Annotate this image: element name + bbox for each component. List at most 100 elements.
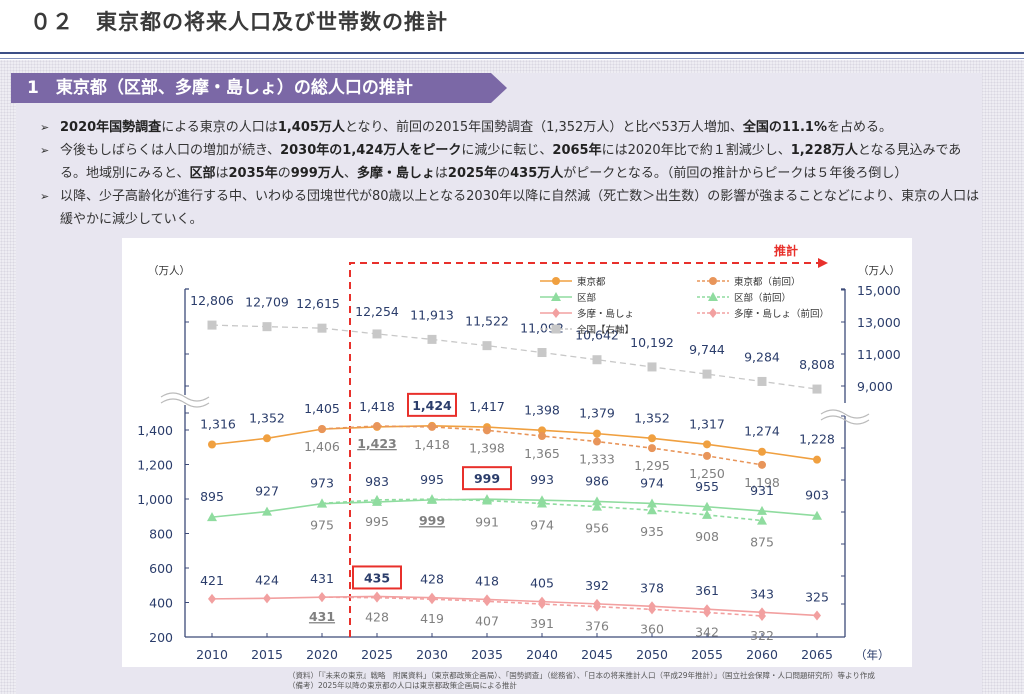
bullet-text: の bbox=[497, 166, 511, 181]
bullet-text: に減少に転じ、 bbox=[461, 143, 553, 158]
data-label-tama: 392 bbox=[585, 578, 609, 593]
legend-swatch-marker bbox=[709, 277, 717, 285]
bullet-emphasis: 2030年の1,424万人をピーク bbox=[280, 143, 462, 158]
data-label-national: 12,615 bbox=[296, 296, 340, 311]
left-axis-tick-label: 1,200 bbox=[137, 458, 173, 473]
left-axis-tick-label: 800 bbox=[149, 527, 173, 542]
data-label-ku: 955 bbox=[695, 479, 719, 494]
footnotes: （資料）「『未来の東京』戦略 附属資料」（東京都政策企画局）、「国勢調査」（総務… bbox=[288, 671, 875, 691]
bullet-item: ➢ 以降、少子高齢化が進行する中、いわゆる団塊世代が80歳以上となる2030年以降… bbox=[40, 185, 980, 231]
data-label-national: 12,254 bbox=[355, 304, 399, 319]
data-label-tama_prev: 407 bbox=[475, 613, 499, 628]
bullet-emphasis: 全国の11.1% bbox=[742, 120, 827, 135]
data-label-tokyo: 1,424 bbox=[412, 398, 452, 413]
data-label-tama: 424 bbox=[255, 572, 279, 587]
left-axis-tick-label: 600 bbox=[149, 561, 173, 576]
data-point-national bbox=[317, 323, 327, 333]
data-point-tama bbox=[263, 593, 271, 604]
bullet-text: には2020年比で約１割減少し、 bbox=[601, 143, 791, 158]
data-label-tokyo: 1,316 bbox=[200, 416, 236, 431]
left-axis-tick-label: 200 bbox=[149, 630, 173, 645]
data-label-ku_prev: 999 bbox=[419, 513, 445, 528]
series-line-ku bbox=[211, 498, 818, 518]
data-label-national: 10,642 bbox=[575, 328, 619, 343]
data-point-tokyo_prev bbox=[648, 444, 656, 453]
bullet-text: 、 bbox=[343, 166, 357, 181]
data-label-ku: 993 bbox=[530, 472, 554, 487]
data-point-ku_prev bbox=[592, 501, 602, 511]
data-label-tama_prev: 431 bbox=[309, 609, 335, 624]
data-point-tokyo_prev bbox=[538, 432, 546, 441]
series-line-national bbox=[211, 324, 818, 390]
bullet-emphasis: 2035年 bbox=[228, 166, 278, 181]
data-label-tama: 405 bbox=[530, 576, 554, 591]
data-label-ku_prev: 991 bbox=[475, 515, 499, 530]
data-label-ku_prev: 875 bbox=[750, 535, 774, 550]
legend-label: 多摩・島しょ bbox=[577, 308, 634, 320]
x-axis-tick-label: 2055 bbox=[691, 647, 723, 662]
data-label-tama: 361 bbox=[695, 583, 719, 598]
data-point-national bbox=[592, 355, 602, 365]
legend-swatch-marker bbox=[552, 277, 560, 285]
data-label-tokyo_prev: 1,295 bbox=[634, 458, 670, 473]
data-label-national: 12,806 bbox=[190, 293, 234, 308]
x-axis-tick-label: 2050 bbox=[636, 647, 668, 662]
legend-label: 東京都 bbox=[577, 276, 606, 288]
data-point-national bbox=[482, 341, 492, 351]
footnote-source: （資料）「『未来の東京』戦略 附属資料」（東京都政策企画局）、「国勢調査」（総務… bbox=[288, 671, 875, 680]
data-label-tama: 428 bbox=[420, 572, 444, 587]
right-axis-break-icon bbox=[820, 415, 870, 425]
data-point-ku bbox=[592, 496, 602, 506]
data-label-tama_prev: 419 bbox=[420, 611, 444, 626]
data-label-tokyo: 1,417 bbox=[469, 399, 505, 414]
bullet-item: ➢ 2020年国勢調査による東京の人口は1,405万人となり、前回の2015年国勢… bbox=[40, 116, 980, 139]
data-point-tama_prev bbox=[428, 594, 436, 605]
data-label-ku: 974 bbox=[640, 475, 664, 490]
left-axis-tick-label: 400 bbox=[149, 596, 173, 611]
data-label-tokyo: 1,228 bbox=[799, 432, 835, 447]
x-axis-tick-label: 2020 bbox=[306, 647, 338, 662]
data-label-tokyo_prev: 1,406 bbox=[304, 439, 340, 454]
legend-label: 全国【右軸】 bbox=[577, 324, 634, 336]
bullet-item: ➢ 今後もしばらくは人口の増加が続き、2030年の1,424万人をピークに減少に転… bbox=[40, 139, 980, 185]
bullet-arrow-icon: ➢ bbox=[40, 121, 50, 134]
data-label-tama_prev: 428 bbox=[365, 610, 389, 625]
projection-label: 推計 bbox=[774, 243, 798, 258]
data-point-tokyo_prev bbox=[428, 422, 436, 431]
data-point-tama_prev bbox=[483, 596, 491, 607]
data-label-tama: 343 bbox=[750, 586, 774, 601]
legend-label: 区部 bbox=[577, 292, 596, 304]
data-label-tokyo: 1,317 bbox=[689, 416, 725, 431]
data-point-tokyo bbox=[593, 429, 601, 438]
data-label-ku_prev: 935 bbox=[640, 524, 664, 539]
data-point-tokyo bbox=[208, 440, 216, 449]
data-point-ku bbox=[207, 512, 217, 522]
data-label-ku: 931 bbox=[750, 483, 774, 498]
data-point-tokyo_prev bbox=[373, 422, 381, 431]
data-point-tokyo_prev bbox=[318, 424, 326, 433]
data-label-ku: 903 bbox=[805, 488, 829, 503]
legend-label: 多摩・島しょ（前回） bbox=[734, 308, 829, 320]
data-point-tama_prev bbox=[373, 592, 381, 603]
data-label-tama_prev: 360 bbox=[640, 621, 664, 636]
data-label-tama_prev: 391 bbox=[530, 616, 554, 631]
bullet-text: となり、前回の2015年国勢調査（1,352万人）と比べ53万人増加、 bbox=[344, 120, 743, 135]
data-label-national: 8,808 bbox=[799, 357, 835, 372]
page-title: ０２ 東京都の将来人口及び世帯数の推計 bbox=[30, 10, 448, 34]
x-axis-tick-label: 2060 bbox=[746, 647, 778, 662]
right-axis-tick-label: 13,000 bbox=[857, 315, 901, 330]
bullet-text: による東京の人口は bbox=[161, 120, 278, 135]
data-point-national bbox=[537, 348, 547, 358]
data-label-tama_prev: 322 bbox=[750, 628, 774, 643]
data-label-tokyo_prev: 1,198 bbox=[744, 475, 780, 490]
data-label-tama: 421 bbox=[200, 573, 224, 588]
bullet-emphasis: 435万人 bbox=[510, 166, 564, 181]
left-axis-unit-label: （万人） bbox=[148, 265, 190, 277]
data-point-ku_prev bbox=[372, 494, 382, 504]
data-label-ku: 986 bbox=[585, 473, 609, 488]
bullet-emphasis: 999万人 bbox=[290, 166, 344, 181]
data-point-ku_prev bbox=[757, 515, 767, 525]
bullet-emphasis: 1,405万人 bbox=[277, 120, 345, 135]
data-label-national: 10,192 bbox=[630, 335, 674, 350]
data-point-tama_prev bbox=[648, 604, 656, 615]
